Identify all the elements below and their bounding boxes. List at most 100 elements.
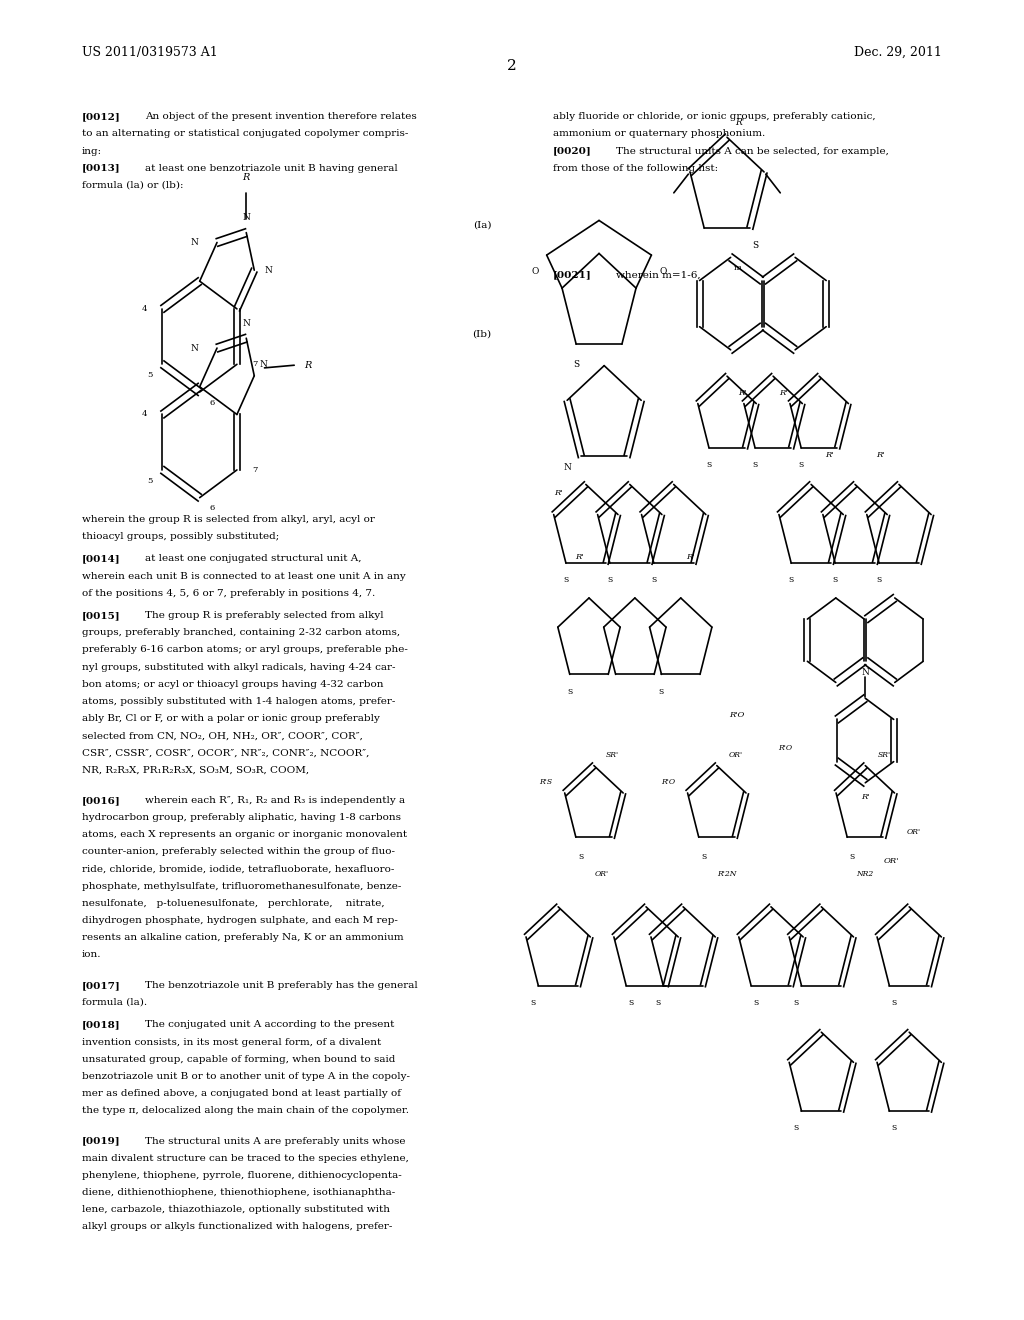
Text: S: S [788, 577, 794, 585]
Text: [0021]: [0021] [553, 271, 592, 280]
Text: S: S [655, 999, 660, 1007]
Text: R': R' [877, 451, 885, 459]
Text: [0013]: [0013] [82, 164, 121, 173]
Text: 4: 4 [141, 305, 147, 313]
Text: S: S [658, 688, 665, 696]
Text: at least one conjugated structural unit A,: at least one conjugated structural unit … [145, 554, 361, 564]
Text: R'O: R'O [662, 779, 675, 787]
Text: SR': SR' [606, 751, 620, 759]
Text: unsaturated group, capable of forming, when bound to said: unsaturated group, capable of forming, w… [82, 1055, 395, 1064]
Text: groups, preferably branched, containing 2-32 carbon atoms,: groups, preferably branched, containing … [82, 628, 400, 638]
Text: m: m [733, 264, 741, 272]
Text: lene, carbazole, thiazothiazole, optionally substituted with: lene, carbazole, thiazothiazole, optiona… [82, 1205, 390, 1214]
Text: R': R' [825, 451, 834, 459]
Text: formula (la) or (lb):: formula (la) or (lb): [82, 181, 183, 190]
Text: R: R [304, 360, 312, 370]
Text: phosphate, methylsulfate, trifluoromethanesulfonate, benze-: phosphate, methylsulfate, trifluorometha… [82, 882, 401, 891]
Text: N: N [243, 213, 250, 222]
Text: S: S [629, 999, 634, 1007]
Text: 5: 5 [146, 371, 153, 379]
Text: [0016]: [0016] [82, 796, 121, 805]
Text: to an alternating or statistical conjugated copolymer compris-: to an alternating or statistical conjuga… [82, 129, 409, 139]
Text: wherein the group R is selected from alkyl, aryl, acyl or: wherein the group R is selected from alk… [82, 515, 375, 524]
Text: atoms, each X represents an organic or inorganic monovalent: atoms, each X represents an organic or i… [82, 830, 408, 840]
Text: S: S [579, 853, 584, 861]
Text: N: N [259, 360, 267, 370]
Text: OR': OR' [883, 857, 899, 865]
Text: [0012]: [0012] [82, 112, 121, 121]
Text: dihydrogen phosphate, hydrogen sulphate, and each M rep-: dihydrogen phosphate, hydrogen sulphate,… [82, 916, 397, 925]
Text: nesulfonate,   p-toluenesulfonate,   perchlorate,    nitrate,: nesulfonate, p-toluenesulfonate, perchlo… [82, 899, 385, 908]
Text: OR': OR' [595, 870, 609, 878]
Text: R': R' [738, 389, 746, 397]
Text: S: S [877, 577, 882, 585]
Text: S: S [573, 360, 580, 370]
Text: wherein m=1-6,: wherein m=1-6, [616, 271, 701, 280]
Text: benzotriazole unit B or to another unit of type A in the copoly-: benzotriazole unit B or to another unit … [82, 1072, 410, 1081]
Text: nyl groups, substituted with alkyl radicals, having 4-24 car-: nyl groups, substituted with alkyl radic… [82, 663, 395, 672]
Text: (Ib): (Ib) [472, 330, 492, 339]
Text: [0019]: [0019] [82, 1137, 121, 1146]
Text: The structural units A are preferably units whose: The structural units A are preferably un… [145, 1137, 406, 1146]
Text: 4: 4 [141, 411, 147, 418]
Text: 5: 5 [146, 477, 153, 484]
Text: The benzotriazole unit B preferably has the general: The benzotriazole unit B preferably has … [145, 981, 418, 990]
Text: 6: 6 [210, 504, 215, 512]
Text: R'S: R'S [540, 779, 552, 787]
Text: R': R' [735, 117, 744, 127]
Text: ride, chloride, bromide, iodide, tetrafluoborate, hexafluoro-: ride, chloride, bromide, iodide, tetrafl… [82, 865, 394, 874]
Text: N: N [563, 463, 571, 473]
Text: R'O: R'O [729, 711, 745, 719]
Text: mer as defined above, a conjugated bond at least partially of: mer as defined above, a conjugated bond … [82, 1089, 401, 1098]
Text: R': R' [575, 553, 584, 561]
Text: OR': OR' [729, 751, 743, 759]
Text: N: N [264, 265, 272, 275]
Text: 6: 6 [210, 399, 215, 407]
Text: R': R' [861, 793, 869, 801]
Text: CSR″, CSSR″, COSR″, OCOR″, NR″₂, CONR″₂, NCOOR″,: CSR″, CSSR″, COSR″, OCOR″, NR″₂, CONR″₂,… [82, 748, 370, 758]
Text: (Ia): (Ia) [473, 220, 492, 230]
Text: R'O: R'O [778, 744, 793, 752]
Text: R': R' [779, 389, 787, 397]
Text: S: S [892, 999, 897, 1007]
Text: N: N [861, 668, 869, 677]
Text: ably Br, Cl or F, or with a polar or ionic group preferably: ably Br, Cl or F, or with a polar or ion… [82, 714, 380, 723]
Text: N: N [190, 343, 199, 352]
Text: S: S [707, 461, 712, 469]
Text: bon atoms; or acyl or thioacyl groups having 4-32 carbon: bon atoms; or acyl or thioacyl groups ha… [82, 680, 383, 689]
Text: O: O [531, 267, 539, 276]
Text: S: S [752, 242, 758, 251]
Text: ing:: ing: [82, 147, 102, 156]
Text: US 2011/0319573 A1: US 2011/0319573 A1 [82, 46, 218, 59]
Text: Dec. 29, 2011: Dec. 29, 2011 [854, 46, 942, 59]
Text: S: S [754, 999, 759, 1007]
Text: ammonium or quaternary phosphonium.: ammonium or quaternary phosphonium. [553, 129, 765, 139]
Text: S: S [892, 1125, 897, 1133]
Text: S: S [833, 577, 838, 585]
Text: S: S [701, 853, 707, 861]
Text: OR': OR' [906, 828, 921, 836]
Text: [0020]: [0020] [553, 147, 592, 156]
Text: N: N [243, 318, 250, 327]
Text: R'2N: R'2N [718, 870, 736, 878]
Text: S: S [794, 999, 799, 1007]
Text: invention consists, in its most general form, of a divalent: invention consists, in its most general … [82, 1038, 381, 1047]
Text: formula (la).: formula (la). [82, 998, 147, 1007]
Text: NR2: NR2 [857, 870, 873, 878]
Text: [0017]: [0017] [82, 981, 121, 990]
Text: wherein each R″, R₁, R₂ and R₃ is independently a: wherein each R″, R₁, R₂ and R₃ is indepe… [145, 796, 406, 805]
Text: R: R [243, 173, 250, 182]
Text: 7: 7 [252, 466, 258, 474]
Text: The conjugated unit A according to the present: The conjugated unit A according to the p… [145, 1020, 395, 1030]
Text: An object of the present invention therefore relates: An object of the present invention there… [145, 112, 417, 121]
Text: phenylene, thiophene, pyrrole, fluorene, dithienocyclopenta-: phenylene, thiophene, pyrrole, fluorene,… [82, 1171, 401, 1180]
Text: 7: 7 [252, 360, 258, 368]
Text: of the positions 4, 5, 6 or 7, preferably in positions 4, 7.: of the positions 4, 5, 6 or 7, preferabl… [82, 589, 375, 598]
Text: alkyl groups or alkyls functionalized with halogens, prefer-: alkyl groups or alkyls functionalized wi… [82, 1222, 392, 1232]
Text: The group R is preferably selected from alkyl: The group R is preferably selected from … [145, 611, 384, 620]
Text: hydrocarbon group, preferably aliphatic, having 1-8 carbons: hydrocarbon group, preferably aliphatic,… [82, 813, 401, 822]
Text: [0015]: [0015] [82, 611, 121, 620]
Text: [0014]: [0014] [82, 554, 121, 564]
Text: the type π, delocalized along the main chain of the copolymer.: the type π, delocalized along the main c… [82, 1106, 409, 1115]
Text: main divalent structure can be traced to the species ethylene,: main divalent structure can be traced to… [82, 1154, 409, 1163]
